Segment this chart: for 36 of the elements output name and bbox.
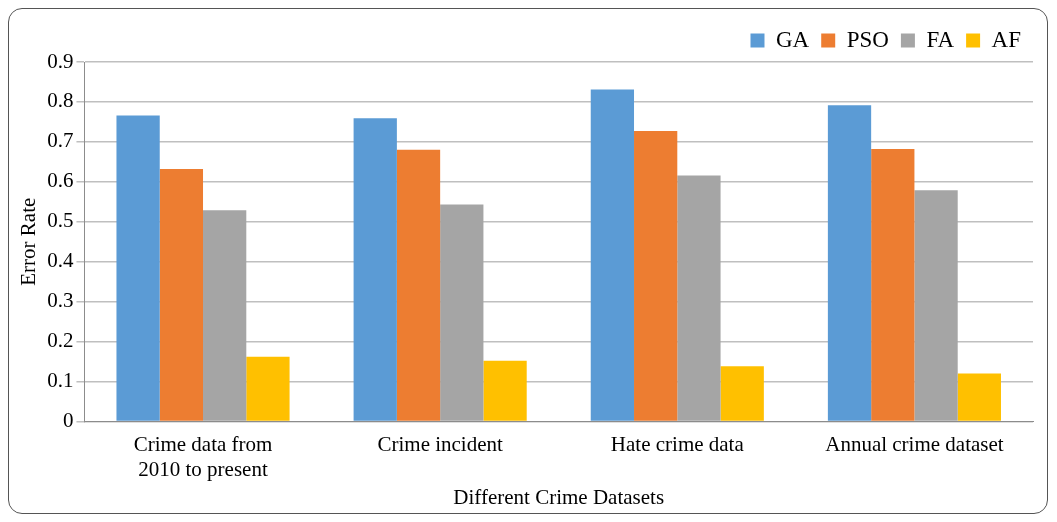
- y-tick-label: 0.7: [47, 128, 74, 153]
- bar: [116, 115, 160, 421]
- y-tick-label: 0: [62, 407, 74, 432]
- legend-label: AF: [991, 26, 1021, 52]
- bar: [590, 89, 635, 421]
- bar: [483, 360, 527, 421]
- bar: [914, 190, 958, 421]
- bar: [827, 105, 872, 421]
- bar: [440, 204, 484, 421]
- x-tick-label: Hate crime data: [610, 431, 745, 456]
- y-tick-label: 0.9: [47, 48, 74, 73]
- bar: [720, 366, 764, 421]
- bar: [871, 149, 915, 421]
- legend-label: GA: [775, 26, 810, 52]
- bar: [957, 373, 1001, 421]
- x-tick-label: Crime incident: [377, 431, 504, 456]
- legend-label: PSO: [846, 26, 889, 52]
- y-tick-label: 0.4: [47, 248, 74, 273]
- x-axis-title: Different Crime Datasets: [453, 484, 665, 509]
- bar: [246, 356, 290, 421]
- x-tick-label: Annual crime dataset: [825, 431, 1004, 456]
- y-tick-label: 0.2: [47, 328, 74, 353]
- y-axis-title: Error Rate: [16, 197, 41, 286]
- y-tick-label: 0.3: [47, 288, 74, 313]
- y-tick-label: 0.1: [47, 367, 74, 392]
- y-tick-label: 0.6: [47, 168, 74, 193]
- bar: [159, 169, 204, 421]
- y-tick-label: 0.8: [47, 88, 74, 113]
- bar: [353, 118, 397, 421]
- bar: [203, 210, 247, 421]
- y-tick-label: 0.5: [47, 208, 74, 233]
- x-tick-label: Crime data from 2010 to present: [133, 431, 273, 481]
- bar: [396, 149, 441, 421]
- bar: [634, 131, 678, 421]
- bar: [677, 175, 721, 421]
- legend-label: FA: [926, 26, 955, 52]
